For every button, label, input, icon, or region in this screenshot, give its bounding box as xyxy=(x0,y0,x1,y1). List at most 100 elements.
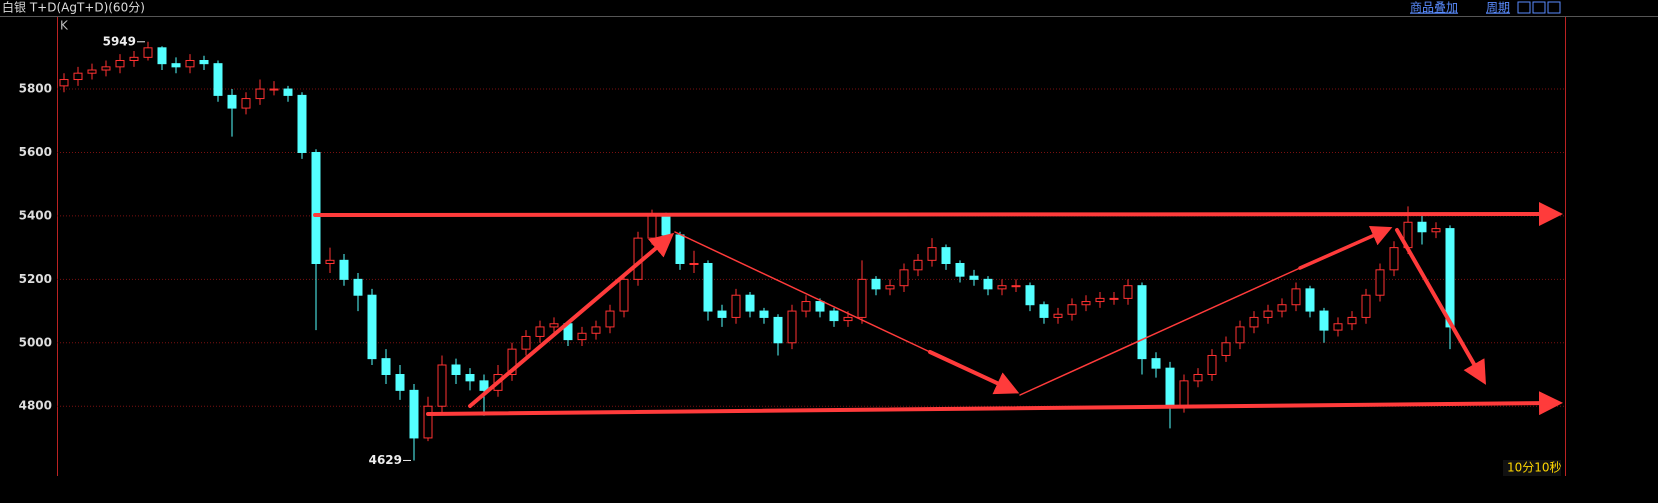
candle-body xyxy=(1375,269,1385,296)
candle-body xyxy=(1291,288,1301,306)
candle-body xyxy=(1445,228,1455,328)
candle-body xyxy=(1095,297,1105,303)
candle-body xyxy=(647,215,657,239)
candle-body xyxy=(969,275,979,280)
candle-body xyxy=(885,285,895,290)
y-tick-label: 5000 xyxy=(19,335,52,349)
candle-body xyxy=(983,278,993,290)
candle-body xyxy=(451,364,461,376)
candle-body xyxy=(437,364,447,407)
candle-body xyxy=(1333,323,1343,331)
candle-body xyxy=(1165,367,1175,407)
candle-body xyxy=(1249,316,1259,328)
candle-body xyxy=(1389,247,1399,271)
candle-body xyxy=(1221,342,1231,356)
candle-body xyxy=(381,358,391,376)
candle-body xyxy=(549,323,559,328)
candle-body xyxy=(409,389,419,439)
overlay-link[interactable]: 商品叠加 xyxy=(1410,0,1458,15)
candle-body xyxy=(115,60,125,68)
candle-body xyxy=(157,47,167,65)
candle-body xyxy=(73,72,83,81)
trend-arrow xyxy=(468,232,675,408)
max-label: 5949 xyxy=(103,34,136,48)
candle-body xyxy=(759,310,769,318)
candle-body xyxy=(479,380,489,391)
candle-body xyxy=(591,326,601,334)
candle-body xyxy=(1025,285,1035,306)
candle-body xyxy=(801,301,811,312)
candle-body xyxy=(339,259,349,280)
candle-body xyxy=(1123,285,1133,299)
candle-body xyxy=(1431,228,1441,233)
trend-arrow xyxy=(1395,228,1486,385)
candle-body xyxy=(367,294,377,360)
candle-body xyxy=(521,335,531,350)
candle-body xyxy=(465,374,475,382)
candle-body xyxy=(325,259,335,264)
candle-body xyxy=(773,316,783,344)
period-link[interactable]: 周期 xyxy=(1486,1,1510,15)
candle-body xyxy=(423,405,433,439)
candle-body xyxy=(1109,297,1119,300)
candle-body xyxy=(255,88,265,100)
trend-line xyxy=(674,231,931,353)
candle-body xyxy=(143,47,153,58)
icon-button[interactable] xyxy=(1532,1,1546,14)
candle-body xyxy=(1319,310,1329,331)
candle-body xyxy=(1081,301,1091,306)
icon-button[interactable] xyxy=(1517,1,1531,14)
trend-line xyxy=(1019,267,1301,396)
candle-body xyxy=(1207,354,1217,376)
candle-body xyxy=(787,310,797,344)
candle-body xyxy=(1053,313,1063,318)
candle-body xyxy=(283,88,293,96)
candle-body xyxy=(689,262,699,265)
candle-body xyxy=(1151,358,1161,369)
trend-line xyxy=(426,391,1563,416)
trend-annotations xyxy=(313,202,1563,416)
candle-body xyxy=(171,63,181,68)
candle-body xyxy=(941,247,951,264)
candle-body xyxy=(507,348,517,376)
candle-body xyxy=(241,98,251,109)
candle-body xyxy=(87,69,97,74)
candle-body xyxy=(269,88,279,91)
candle-body xyxy=(899,269,909,287)
y-tick-label: 5800 xyxy=(19,82,52,96)
candle-body xyxy=(619,278,629,312)
candle-body xyxy=(1235,326,1245,344)
candle-body xyxy=(1305,288,1315,312)
timer-box xyxy=(1503,460,1561,476)
candle-body xyxy=(1011,285,1021,288)
candle-body xyxy=(311,151,321,264)
candle-body xyxy=(129,56,139,62)
candle-body xyxy=(661,215,671,236)
candle-body xyxy=(605,310,615,328)
candle-body xyxy=(1361,294,1371,318)
candle-body xyxy=(1067,304,1077,315)
y-tick-label: 5200 xyxy=(19,272,52,286)
candle-body xyxy=(1193,374,1203,382)
candle-body xyxy=(955,262,965,277)
candle-body xyxy=(185,60,195,68)
min-label: 4629 xyxy=(369,453,402,467)
candle-body xyxy=(731,294,741,318)
window-title: 白银 T+D(AgT+D)(60分) xyxy=(2,0,145,15)
candle-body xyxy=(297,94,307,153)
candle-body xyxy=(353,278,363,296)
candle-body xyxy=(745,294,755,312)
candle-body xyxy=(703,262,713,312)
candle-body xyxy=(227,94,237,109)
candle-body xyxy=(815,301,825,312)
candle-body xyxy=(101,66,111,71)
candle-body xyxy=(1137,285,1147,360)
timer: 10分10秒 xyxy=(1507,461,1562,475)
candle-body xyxy=(395,374,405,391)
candle-body xyxy=(577,332,587,341)
icon-button[interactable] xyxy=(1547,1,1561,14)
candles xyxy=(59,41,1455,461)
candle-body xyxy=(1277,304,1287,312)
